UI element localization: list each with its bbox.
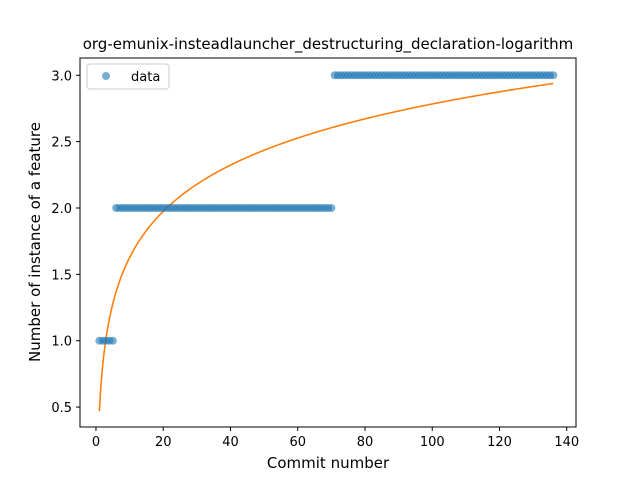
data-point <box>549 71 558 80</box>
y-tick-label: 1.5 <box>51 268 72 283</box>
x-tick-label: 0 <box>92 435 100 450</box>
y-axis-label: Number of instance of a feature <box>26 122 44 362</box>
chart-title: org-emunix-insteadlauncher_destructuring… <box>83 35 574 54</box>
data-point <box>108 336 117 345</box>
x-tick-label: 20 <box>155 435 172 450</box>
fit-curve <box>98 82 554 412</box>
x-tick-label: 140 <box>554 435 579 450</box>
x-axis: 0 20 40 60 80 100 120 140 <box>92 427 579 450</box>
points-layer <box>95 71 558 345</box>
y-axis: 0.5 1.0 1.5 2.0 2.5 3.0 <box>51 69 80 416</box>
legend-box <box>86 63 170 90</box>
legend-label-data: data <box>131 70 160 85</box>
data-point <box>327 203 336 212</box>
y-tick-label: 2.0 <box>51 202 72 217</box>
y-tick-label: 3.0 <box>51 69 72 84</box>
y-tick-label: 2.5 <box>51 136 72 151</box>
legend: data <box>86 63 170 90</box>
y-tick-label: 1.0 <box>51 335 72 350</box>
fit-layer <box>98 82 554 412</box>
x-tick-label: 60 <box>289 435 306 450</box>
x-tick-label: 100 <box>420 435 445 450</box>
x-tick-label: 80 <box>357 435 374 450</box>
x-axis-label: Commit number <box>267 454 390 472</box>
legend-marker-data <box>102 72 110 80</box>
plot-area-frame <box>79 57 577 428</box>
x-tick-label: 120 <box>487 435 512 450</box>
x-tick-label: 40 <box>222 435 239 450</box>
y-tick-label: 0.5 <box>51 401 72 416</box>
